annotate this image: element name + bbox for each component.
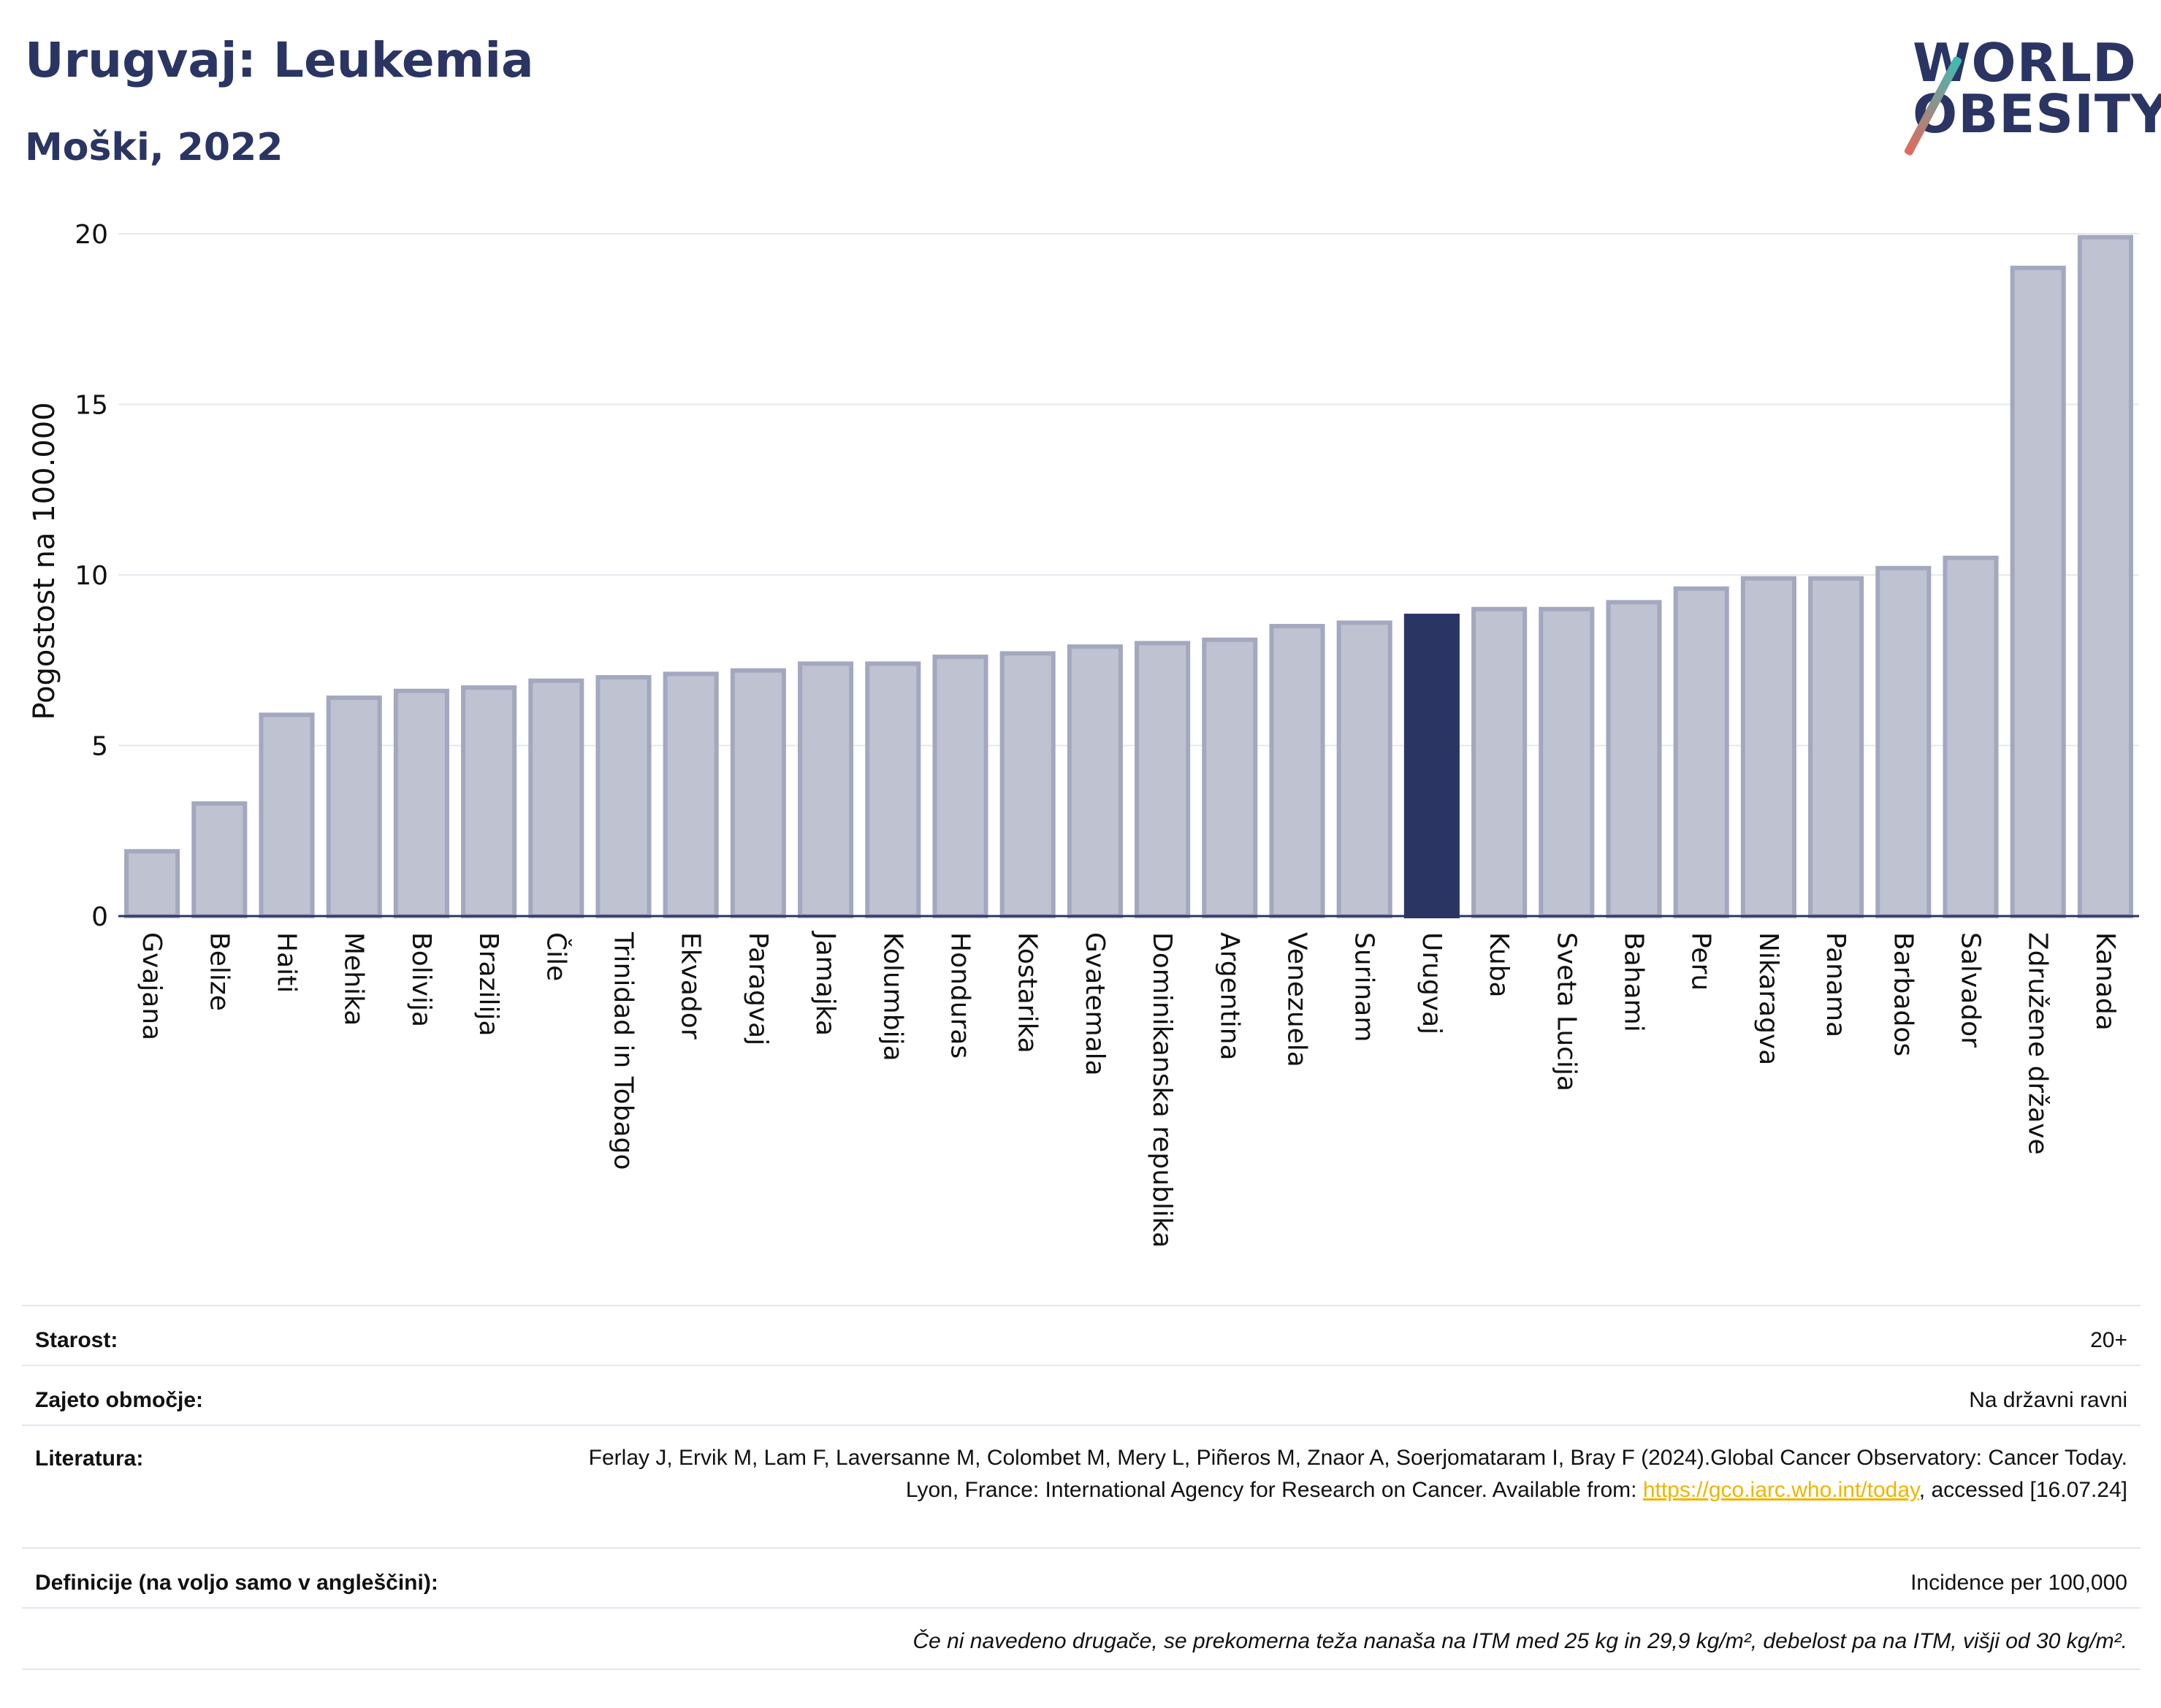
info-row-definitions: Definicije (na voljo samo v angleščini):… xyxy=(22,1547,2141,1609)
y-tick-label: 5 xyxy=(91,732,108,762)
info-row-literature: Literatura: Ferlay J, Ervik M, Lam F, La… xyxy=(22,1425,2141,1549)
bar-nikaragva xyxy=(1740,576,1796,918)
x-tick-label: Peru xyxy=(1686,932,1716,991)
info-row-note: Če ni navedeno drugače, se prekomerna te… xyxy=(22,1607,2141,1670)
x-tick-label: Kostarika xyxy=(1013,932,1043,1053)
x-tick-label: Čile xyxy=(541,932,571,981)
bar-venezuela xyxy=(1269,624,1325,918)
x-tick-label: Trinidad in Tobago xyxy=(609,931,639,1170)
bar-brazilija xyxy=(461,685,517,918)
literature-link[interactable]: https://gco.iarc.who.int/today xyxy=(1642,1478,1919,1502)
coverage-value: Na državni ravni xyxy=(1969,1388,2127,1412)
x-tick-label: Mehika xyxy=(339,932,369,1026)
x-tick-label: Dominikanska republika xyxy=(1147,932,1177,1248)
x-tick-label: Paragvaj xyxy=(743,932,773,1045)
age-value: 20+ xyxy=(2090,1328,2127,1352)
bar-salvador xyxy=(1943,555,1999,919)
x-tick-label: Združene države xyxy=(2023,932,2053,1155)
bar-združene-države xyxy=(2010,265,2066,918)
bar-mehika xyxy=(326,695,382,918)
bar-jamajka xyxy=(798,661,854,918)
x-tick-label: Kanada xyxy=(2090,932,2120,1031)
age-label: Starost: xyxy=(35,1328,118,1352)
x-tick-label: Kolumbija xyxy=(877,932,907,1061)
bar-urugvaj xyxy=(1403,614,1460,918)
y-axis-ticks: 0 5 10 15 20 xyxy=(75,220,108,932)
bar-gvatemala xyxy=(1067,644,1123,918)
bar-kolumbija xyxy=(865,661,921,918)
literature-text-1: Ferlay J, Ervik M, Lam F, Laversanne M, … xyxy=(588,1446,2127,1502)
bar-sveta-lucija xyxy=(1539,606,1595,918)
x-tick-label: Kuba xyxy=(1484,932,1514,998)
bar-panama xyxy=(1808,576,1864,918)
x-tick-label: Gvajana xyxy=(137,932,167,1040)
x-axis-labels: Gvajana Belize Haiti Mehika Bolivija Brazilij… xyxy=(137,931,2120,1248)
y-tick-label: 15 xyxy=(75,391,108,421)
bars xyxy=(118,235,2139,919)
x-tick-label: Salvador xyxy=(1956,932,1986,1048)
bar-ekvador xyxy=(663,671,719,918)
bar-bahami xyxy=(1606,600,1662,918)
x-tick-label: Barbados xyxy=(1888,932,1918,1056)
bar-čile xyxy=(528,678,584,919)
obesity-note: Če ni navedeno drugače, se prekomerna te… xyxy=(912,1629,2127,1653)
logo-line-2: OBESITY xyxy=(1913,83,2161,145)
x-tick-label: Venezuela xyxy=(1282,932,1312,1067)
bar-paragvaj xyxy=(730,668,786,918)
y-tick-label: 20 xyxy=(75,220,108,250)
y-axis-label: Pogostost na 100.000 xyxy=(28,402,61,720)
bar-barbados xyxy=(1875,565,1932,918)
bar-kanada xyxy=(2077,235,2133,919)
bar-bolivija xyxy=(393,688,449,919)
bar-gvajana xyxy=(124,849,180,919)
literature-text-2: , accessed [16.07.24] xyxy=(1918,1478,2127,1502)
literature-value: Ferlay J, Ervik M, Lam F, Laversanne M, … xyxy=(557,1442,2127,1506)
bar-trinidad-in-tobago xyxy=(595,675,652,918)
y-tick-label: 0 xyxy=(91,902,108,932)
page-title: Urugvaj: Leukemia xyxy=(25,32,534,88)
x-tick-label: Nikaragva xyxy=(1753,932,1783,1065)
x-tick-label: Jamajka xyxy=(810,931,840,1036)
x-tick-label: Ekvador xyxy=(676,932,706,1040)
bar-peru xyxy=(1673,586,1729,918)
bar-chart: 0 5 10 15 20 Gvajana Belize Haiti Mehika Bolivij… xyxy=(28,220,2139,1248)
x-tick-label: Haiti xyxy=(272,932,302,993)
coverage-label: Zajeto območje: xyxy=(35,1388,204,1412)
bar-kuba xyxy=(1471,606,1528,918)
x-tick-label: Honduras xyxy=(945,932,975,1059)
bar-surinam xyxy=(1336,620,1392,918)
x-tick-label: Argentina xyxy=(1214,932,1244,1061)
info-row-age: Starost: 20+ xyxy=(22,1305,2141,1366)
bar-dominikanska-republika xyxy=(1135,641,1191,919)
x-tick-label: Surinam xyxy=(1349,932,1379,1042)
definitions-label: Definicije (na voljo samo v angleščini): xyxy=(35,1571,438,1595)
definitions-value: Incidence per 100,000 xyxy=(1910,1571,2127,1595)
x-tick-label: Belize xyxy=(204,932,234,1011)
x-tick-label: Panama xyxy=(1821,932,1851,1037)
literature-label: Literatura: xyxy=(35,1446,144,1471)
page-subtitle: Moški, 2022 xyxy=(25,126,283,169)
x-tick-label: Bahami xyxy=(1619,932,1649,1032)
y-tick-label: 10 xyxy=(75,561,108,591)
bar-haiti xyxy=(259,712,315,918)
bar-belize xyxy=(191,801,248,919)
x-tick-label: Bolivija xyxy=(406,932,436,1027)
world-obesity-logo: WORLD OBESITY xyxy=(1899,29,2161,161)
x-tick-label: Sveta Lucija xyxy=(1551,932,1581,1091)
bar-honduras xyxy=(932,655,988,919)
x-tick-label: Brazilija xyxy=(473,932,503,1037)
bar-argentina xyxy=(1202,637,1258,918)
x-tick-label: Urugvaj xyxy=(1417,932,1447,1034)
info-row-coverage: Zajeto območje: Na državni ravni xyxy=(22,1365,2141,1426)
bar-kostarika xyxy=(999,651,1056,918)
x-tick-label: Gvatemala xyxy=(1080,932,1110,1076)
